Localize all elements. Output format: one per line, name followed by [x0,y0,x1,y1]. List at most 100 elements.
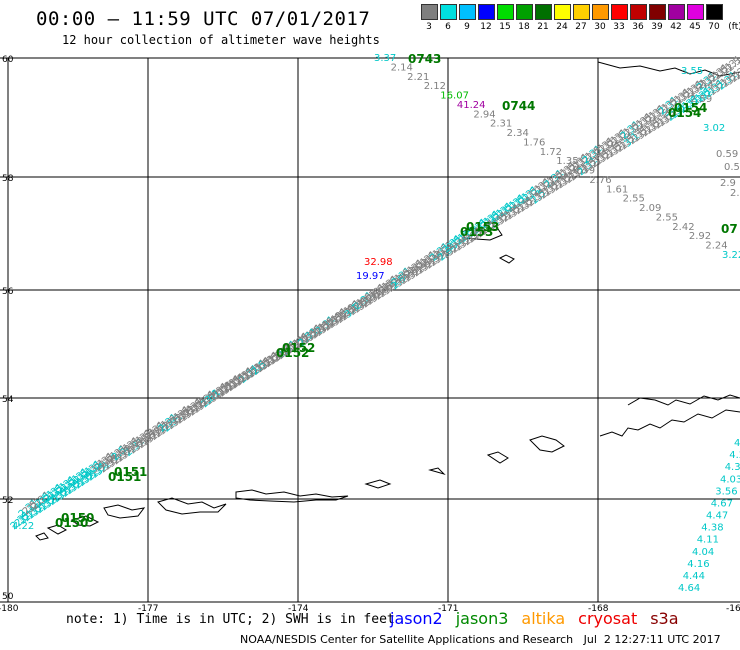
swh-value-label: 0.59 [724,162,740,173]
satellite-tracks: 2.312.53.12.312.53.12.312.53.12.312.53.1… [9,52,740,594]
swh-value-label: 2.4 [698,80,714,91]
scale-swatch [440,4,457,20]
lat-tick-label: 58 [2,174,14,184]
satellite-legend-item: s3a [650,609,679,628]
track-time-label: 0151 [108,470,141,484]
swh-value-label: 2.59 [690,94,712,105]
scale-label: 24 [556,22,568,32]
swh-value-label: 0.59 [573,166,595,177]
track-time-label: 0154 [674,101,707,115]
scale-swatch [687,4,704,20]
track-time-label: 0150 [61,511,94,525]
scale-swatch [535,4,552,20]
track-time-label: 07 [721,222,738,236]
scale-label: 36 [632,22,644,32]
swh-value-label: 3.22 [722,250,740,261]
scale-label: 39 [651,22,663,32]
map-title: 00:00 – 11:59 UTC 07/01/2017 [36,8,371,30]
track-time-label: 0154 [668,106,701,120]
swh-value-label: 0.59 [716,149,738,160]
scale-label: 3 [426,22,432,32]
lat-tick-label: 54 [2,395,14,405]
swh-value-label: 2.94 [473,109,495,120]
swh-value-label: 4.22 [12,521,34,532]
track-time-label: 0153 [460,225,493,239]
swh-value-label: 19.97 [356,271,385,282]
swh-value-label: 3.37 [374,53,396,64]
swh-value-label: 2.31 [728,62,740,85]
swh-value-label: 2.09 [639,203,661,214]
scale-swatch [421,4,438,20]
scale-swatch [630,4,647,20]
scale-label: 42 [670,22,682,32]
swh-value-label: 3.56 [715,486,737,497]
lon-tick-label: -171 [438,604,458,614]
swh-value-label: 2.5 [733,63,740,82]
scale-swatch [592,4,609,20]
track-time-label: 0743 [408,52,441,66]
scale-swatch [611,4,628,20]
scale-unit: (ft) [728,22,740,32]
swh-value-label: 2.34 [507,128,529,139]
lon-tick-label: -177 [138,604,158,614]
lat-tick-label: 52 [2,496,13,506]
swh-value-label: 4.47 [706,511,728,522]
scale-label: 70 [708,22,720,32]
scale-swatch [459,4,476,20]
scale-label: 30 [594,22,606,32]
swh-value-label: 2.55 [656,213,678,224]
track-time-label: 0152 [276,346,309,360]
coastlines [35,61,740,541]
swh-value-label: 1.72 [540,147,562,158]
scale-swatch [516,4,533,20]
swh-value-label: 2.24 [705,241,727,252]
track-time-label: 0151 [114,465,147,479]
satellite-legend-item: jason2 [390,609,443,628]
swh-value-label: 16.07 [440,91,469,102]
scale-label: 12 [480,22,492,32]
swh-value-label: 2.21 [407,72,429,83]
swh-value-label: 1.76 [523,137,545,148]
swh-value-label: 4.64 [678,583,700,594]
swh-value-label: 4.04 [692,547,714,558]
scale-swatch [649,4,666,20]
swh-value-label: 3.02 [703,123,725,134]
lon-tick-label: -180 [0,604,19,614]
swh-value-label: 2.5 [730,188,740,199]
scale-label: 15 [499,22,511,32]
swh-value-label: 41.24 [457,100,486,111]
scale-swatch [573,4,590,20]
map-subtitle: 12 hour collection of altimeter wave hei… [62,33,380,47]
lat-tick-label: 60 [2,55,14,65]
swh-value-label: 2.12 [424,81,446,92]
scale-swatch [478,4,495,20]
lon-tick-label: -168 [588,604,609,614]
credit-line: NOAA/NESDIS Center for Satellite Applica… [240,633,721,646]
swh-value-label: 2.31 [490,119,512,130]
swh-value-label: 4.2 [729,450,740,461]
scale-label: 18 [518,22,530,32]
swh-value-label: 4.03 [720,474,740,485]
swh-value-label: 1.61 [606,184,628,195]
track-time-label: 0152 [282,341,315,355]
swh-value-label: 4.67 [711,498,733,509]
swh-value-label: 2.42 [672,222,694,233]
latitude-labels: 60 58 56 54 52 50 [2,55,14,602]
swh-value-label: 4.38 [701,523,723,534]
lat-tick-label: 56 [2,287,14,297]
lon-tick-label: -174 [288,604,309,614]
scale-label: 21 [537,22,549,32]
track-time-label: 0153 [466,220,499,234]
scale-label: 45 [689,22,701,32]
lon-tick-label: -16 [726,604,740,614]
swh-value-label: 2.92 [689,231,711,242]
scale-label: 27 [575,22,587,32]
scale-label: 9 [464,22,470,32]
swh-value-label: 1.35 [556,156,578,167]
swh-value-label: 4.33 [725,462,740,473]
swh-value-label: 2.55 [623,194,645,205]
swh-value-label: 4.44 [683,571,705,582]
swh-value-label: 2.9 [720,178,736,189]
scale-swatch [668,4,685,20]
track-time-label: 0744 [502,99,535,113]
